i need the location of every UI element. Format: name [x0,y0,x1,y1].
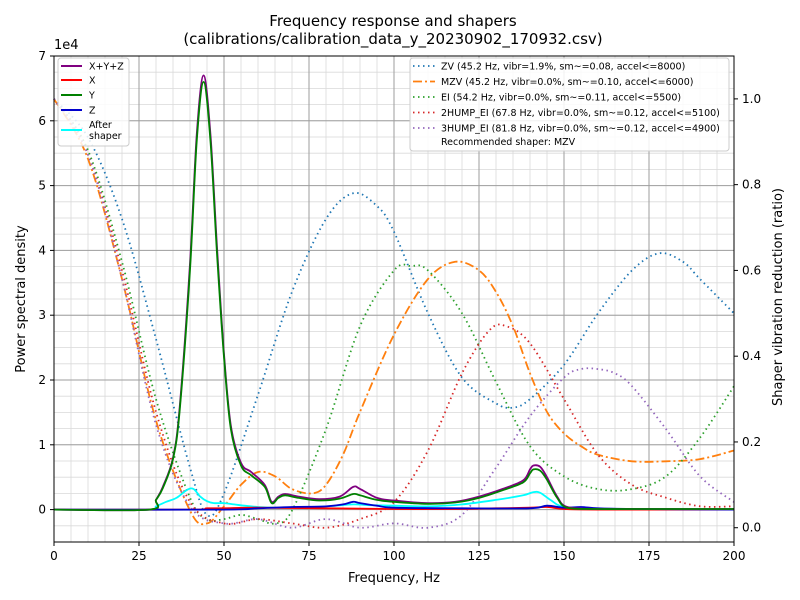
left-y-tick-label: 1 [38,438,46,452]
left-y-tick-label: 0 [38,503,46,517]
right-y-axis-label: Shaper vibration reduction (ratio) [771,188,786,406]
shaper-curve-3hump-ei [53,98,735,529]
x-tick-label: 100 [383,549,406,563]
right-y-tick-label: 0.6 [742,263,761,277]
right-y-tick-label: 1.0 [742,92,761,106]
legend-right: ZV (45.2 Hz, vibr=1.9%, sm~=0.08, accel<… [409,57,730,152]
shaper-curves [53,98,735,529]
legend-left-label: X+Y+Z [89,62,124,73]
left-y-tick-label: 2 [38,373,46,387]
left-y-axis-label: Power spectral density [14,225,29,373]
psd-curve-x [53,506,735,511]
x-tick-label: 0 [50,549,58,563]
chart-title-line-1: Frequency response and shapers [269,12,517,30]
legend-left-label: Z [89,106,96,117]
x-tick-label: 125 [468,549,491,563]
left-y-axis-ticks: 0 1 2 3 4 5 6 7 [38,49,54,517]
right-y-tick-label: 0.8 [742,178,761,192]
legend-right-label: MZV (45.2 Hz, vibr=0.0%, sm~=0.10, accel… [441,77,693,88]
psd-curve-y [53,80,734,512]
offset-text: 1e4 [54,38,79,53]
legend-left-label: Y [88,91,95,102]
x-axis-label: Frequency, Hz [348,571,440,586]
x-axis-ticks: 0 25 50 75 100 125 150 175 200 [50,542,745,563]
legend-recommended-shaper: Recommended shaper: MZV [441,137,576,148]
right-y-tick-label: 0.4 [742,349,761,363]
x-tick-label: 200 [723,549,746,563]
x-tick-label: 150 [553,549,576,563]
chart-title-line-2: (calibrations/calibration_data_y_2023090… [183,30,602,49]
x-tick-label: 25 [131,549,146,563]
right-y-tick-label: 0.2 [742,435,761,449]
x-tick-label: 75 [301,549,316,563]
shaper-curve-ei [53,98,735,525]
legend-left-label: X [89,76,96,87]
legend-right-label: 3HUMP_EI (81.8 Hz, vibr=0.0%, sm~=0.12, … [441,124,720,135]
x-tick-label: 175 [638,549,661,563]
left-y-tick-label: 6 [38,114,46,128]
legend-left-label: After [89,120,112,131]
left-y-tick-label: 7 [38,49,46,63]
shaper-curve-mzv [53,98,735,526]
right-y-tick-label: 0.0 [742,521,761,535]
psd-curves [53,74,735,512]
legend-right-label: 2HUMP_EI (67.8 Hz, vibr=0.0%, sm~=0.12, … [441,108,720,119]
psd-curve-z [53,500,735,511]
legend-right-label: EI (54.2 Hz, vibr=0.0%, sm~=0.11, accel<… [441,93,681,104]
shaper-curve-2hump-ei [53,98,735,529]
left-y-tick-label: 3 [38,308,46,322]
legend-right-box [409,57,730,152]
right-y-axis-ticks: 0.0 0.2 0.4 0.6 0.8 1.0 [734,92,761,535]
left-y-tick-label: 4 [38,243,46,257]
x-tick-label: 50 [216,549,231,563]
left-y-tick-label: 5 [38,179,46,193]
shaper-curve-zv [53,98,735,518]
legend-right-label: ZV (45.2 Hz, vibr=1.9%, sm~=0.08, accel<… [441,62,685,73]
legend-left-label: shaper [89,131,122,142]
